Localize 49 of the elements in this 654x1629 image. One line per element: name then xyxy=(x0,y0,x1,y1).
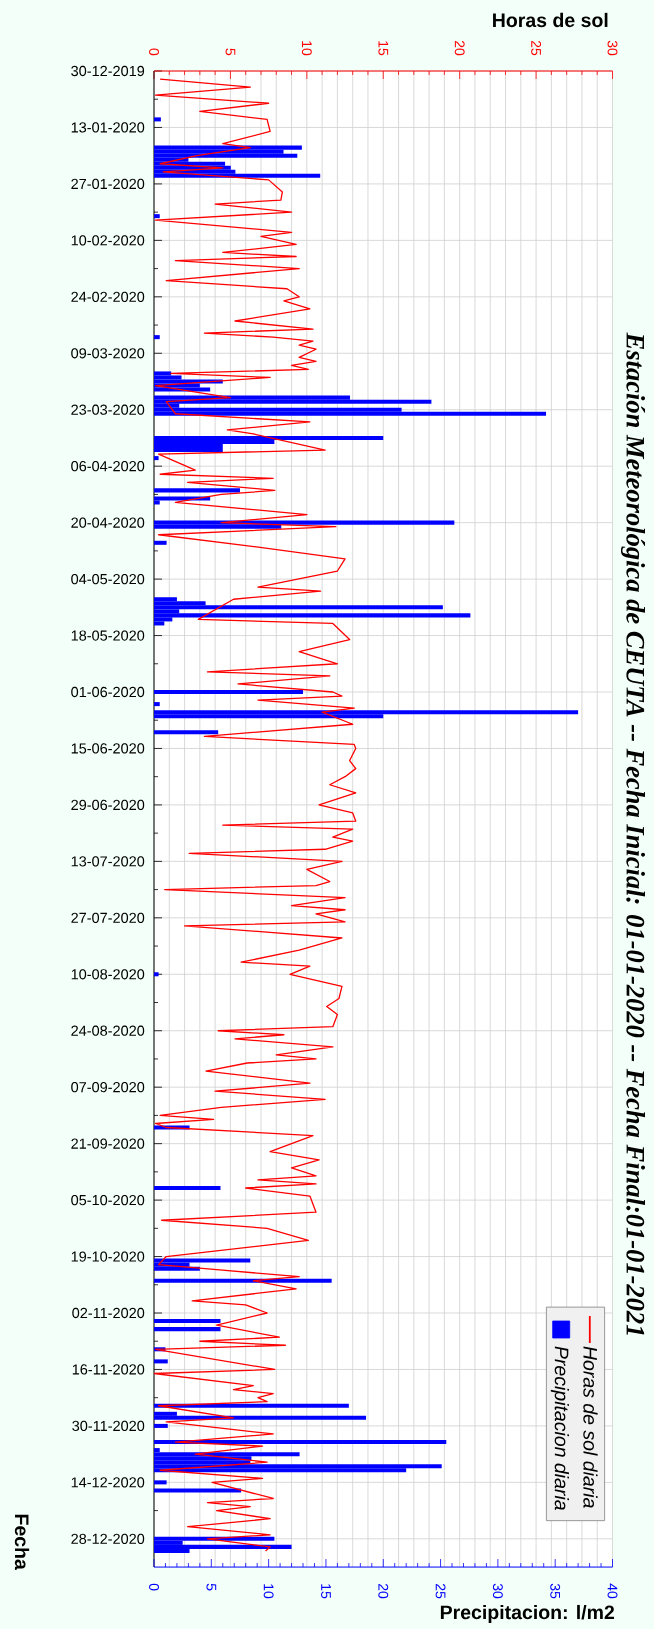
y-tick-label: 30-11-2020 xyxy=(72,1420,145,1432)
x2-tick-label: 25 xyxy=(531,40,542,56)
y-tick-label: 05-10-2020 xyxy=(71,1194,145,1206)
y-tick-label: 23-03-2020 xyxy=(71,404,145,415)
text: Estación Meteorológica de CEUTA -- Fecha Inicial: 01-01-2020 -- Fecha Final:01-01-2021 xyxy=(620,332,646,1335)
y-tick-label: 27-01-2020 xyxy=(71,178,145,190)
y-tick-label: 29-06-2020 xyxy=(71,799,145,811)
y-tick-label: 19-10-2020 xyxy=(71,1251,145,1262)
x-tick-label: 30 xyxy=(492,1583,503,1599)
x2-tick-label: 5 xyxy=(225,48,236,56)
x-tick-label: 40 xyxy=(607,1583,618,1599)
x-tick-label: 25 xyxy=(435,1583,446,1599)
y-tick-label: 13-01-2020 xyxy=(71,122,145,133)
y-tick-label: 01-06-2020 xyxy=(71,686,145,698)
y-tick-label: 30-12-2019 xyxy=(71,65,145,77)
y-tick-label: 14-12-2020 xyxy=(71,1477,145,1488)
x-tick-label: 5 xyxy=(206,1583,217,1591)
x-tick-label: 0 xyxy=(149,1583,159,1591)
y-tick-label: 27-07-2020 xyxy=(71,912,145,923)
x-tick-label: 15 xyxy=(321,1584,331,1599)
y-tick-label: 07-09-2020 xyxy=(71,1082,145,1093)
legend-label: Precipitacion diaria xyxy=(550,1346,569,1510)
y-tick-label: 24-08-2020 xyxy=(71,1025,145,1036)
y-tick-label: 09-03-2020 xyxy=(71,348,145,359)
y-tick-label: 10-08-2020 xyxy=(71,969,145,980)
y-tick-label: 28-12-2020 xyxy=(71,1533,145,1544)
y-axis-title: Fecha xyxy=(14,1514,30,1570)
y-tick-label: 02-11-2020 xyxy=(72,1307,145,1319)
x-axis-title: Precipitacion: l/m2 xyxy=(440,1604,615,1624)
x2-axis-title: Horas de sol xyxy=(493,12,608,28)
x-tick-label: 35 xyxy=(550,1583,561,1599)
y-tick-label: 24-02-2020 xyxy=(71,291,145,302)
x2-tick-label: 10 xyxy=(301,41,312,56)
y-tick-label: 20-04-2020 xyxy=(71,517,145,528)
y-tick-label: 10-02-2020 xyxy=(71,235,145,246)
y-tick-label: 15-06-2020 xyxy=(71,743,145,754)
y-tick-label: 04-05-2020 xyxy=(71,573,145,585)
x2-tick-label: 0 xyxy=(149,48,159,56)
legend-label: Horas de sol diaria xyxy=(583,1346,598,1508)
y-tick-label: 16-11-2020 xyxy=(72,1364,145,1375)
y-tick-label: 06-04-2020 xyxy=(71,461,145,472)
y-tick-label: 18-05-2020 xyxy=(71,630,145,641)
x-tick-label: 20 xyxy=(378,1583,389,1599)
y-tick-label: 13-07-2020 xyxy=(71,856,145,867)
x2-tick-label: 15 xyxy=(378,41,389,56)
x2-tick-label: 30 xyxy=(607,40,618,56)
x-tick-label: 10 xyxy=(263,1584,274,1599)
y-tick-label: 21-09-2020 xyxy=(71,1138,145,1149)
x2-tick-label: 20 xyxy=(454,40,465,56)
